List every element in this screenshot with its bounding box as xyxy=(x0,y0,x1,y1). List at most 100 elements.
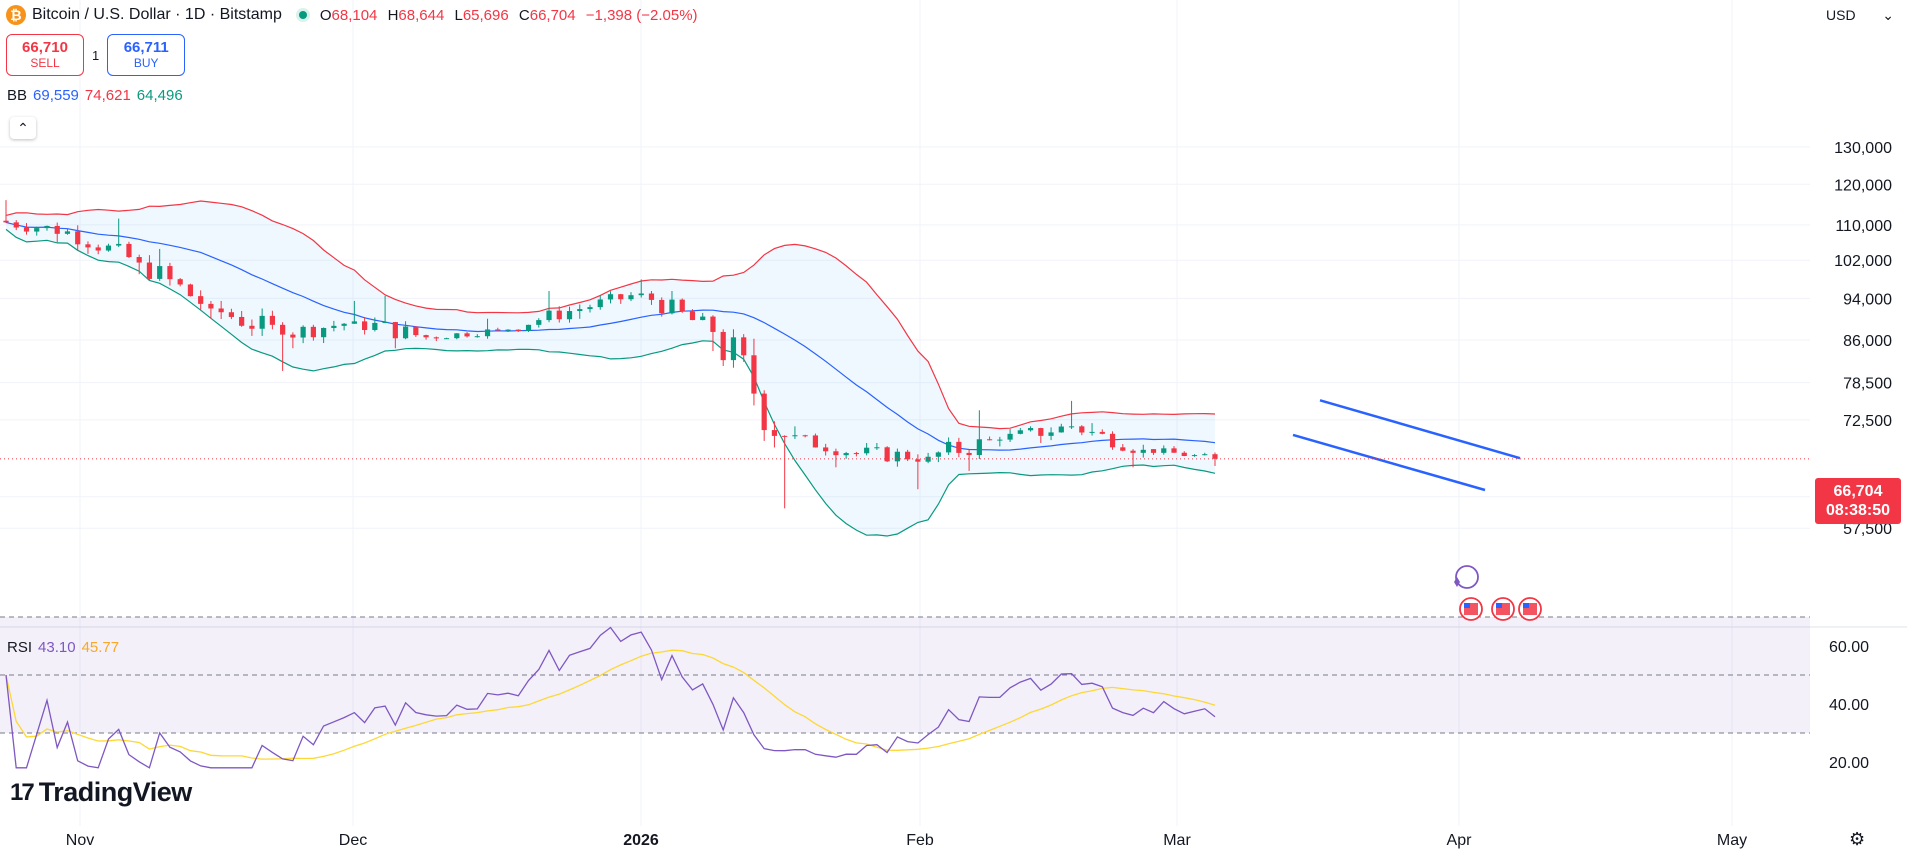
candle-body xyxy=(587,307,593,310)
candle-body xyxy=(321,327,327,338)
candle xyxy=(1027,426,1034,432)
buy-button[interactable]: 66,711 BUY xyxy=(107,34,186,76)
candle xyxy=(607,291,614,304)
candle xyxy=(1150,449,1157,455)
candle xyxy=(566,306,573,323)
candle xyxy=(300,325,306,344)
flag-canton xyxy=(1464,603,1470,608)
candle-body xyxy=(454,333,460,339)
candle xyxy=(321,327,327,344)
rsi-legend[interactable]: RSI 43.10 45.77 xyxy=(7,639,119,656)
candle-body xyxy=(751,355,757,394)
descending-channel-drawing[interactable] xyxy=(1292,399,1521,492)
candle xyxy=(648,291,655,305)
rsi-name: RSI xyxy=(7,639,33,656)
candle xyxy=(126,241,132,259)
candle-body xyxy=(618,294,624,300)
candle-body xyxy=(1048,432,1054,436)
candle-body xyxy=(679,299,685,312)
currency-selector[interactable]: USD ⌄ xyxy=(1818,2,1902,28)
candle xyxy=(433,336,439,342)
candle xyxy=(1068,400,1075,429)
candle xyxy=(198,290,204,310)
candle-body xyxy=(915,459,921,462)
candle xyxy=(966,449,972,471)
candle xyxy=(146,255,153,281)
candle xyxy=(259,308,265,336)
time-axis[interactable]: Nov Dec 2026 Feb Mar Apr May xyxy=(66,832,1747,849)
candle-body xyxy=(34,228,40,232)
candle-body xyxy=(782,435,788,437)
candle xyxy=(362,316,368,335)
candle xyxy=(1171,446,1177,453)
candle xyxy=(505,329,511,332)
candle-body xyxy=(1007,433,1013,440)
candle xyxy=(136,254,142,275)
candle xyxy=(290,332,296,349)
grid-lines xyxy=(0,0,1907,826)
time-tick-label: Nov xyxy=(66,832,94,849)
bb-name: BB xyxy=(7,87,28,104)
event-markers[interactable] xyxy=(1454,565,1542,621)
sell-price: 66,710 xyxy=(22,39,68,57)
candle xyxy=(402,321,409,340)
price-tick-label: 94,000 xyxy=(1843,291,1892,308)
rsi-pane[interactable] xyxy=(0,616,1810,769)
candle xyxy=(64,228,71,235)
candle xyxy=(1191,454,1198,457)
symbol-title[interactable]: Bitcoin / U.S. Dollar · 1D · Bitstamp xyxy=(32,6,282,23)
chevron-up-icon: ⌃ xyxy=(17,119,29,136)
candle xyxy=(884,446,890,463)
bollinger-band-lines xyxy=(5,200,1216,537)
candle xyxy=(905,449,911,462)
tradingview-wordmark: TradingView xyxy=(38,777,193,807)
gear-icon[interactable]: ⚙ xyxy=(1849,829,1866,849)
candle xyxy=(280,322,286,371)
candle xyxy=(1202,452,1208,456)
candle-body xyxy=(566,311,573,320)
candle xyxy=(443,337,450,340)
candle xyxy=(935,451,941,463)
quantity[interactable]: 1 xyxy=(92,47,100,63)
candle xyxy=(13,220,19,231)
candle-body xyxy=(607,294,614,300)
high-value: 68,644 xyxy=(398,6,445,24)
candle-body xyxy=(372,322,378,331)
candle-body xyxy=(956,441,962,453)
tradingview-logo[interactable]: 17 TradingView xyxy=(10,777,192,808)
candle-body xyxy=(884,447,890,462)
candle xyxy=(1161,445,1167,455)
candle-body xyxy=(239,316,245,326)
candle-body xyxy=(413,326,419,336)
candle xyxy=(177,278,183,287)
time-tick-label: May xyxy=(1717,832,1747,849)
bb-fill-area xyxy=(6,201,1215,536)
candle xyxy=(218,300,224,319)
candle xyxy=(946,437,952,455)
bb-upper-value: 74,621 xyxy=(84,87,131,104)
candle-body xyxy=(669,299,675,314)
candle-body xyxy=(1017,430,1023,434)
candle xyxy=(700,312,706,321)
candle xyxy=(3,200,9,223)
bollinger-band-fill xyxy=(6,201,1215,536)
candle-body xyxy=(638,293,644,296)
time-tick-label: 2026 xyxy=(623,832,659,849)
candle-body xyxy=(382,322,388,324)
candle-body xyxy=(64,231,71,234)
collapse-legend-button[interactable]: ⌃ xyxy=(10,117,36,139)
candle xyxy=(464,332,470,338)
bar-countdown: 08:38:50 xyxy=(1825,502,1891,519)
sell-button[interactable]: 66,710 SELL xyxy=(6,34,84,76)
candle xyxy=(413,326,419,337)
symbol-header: ₿ Bitcoin / U.S. Dollar · 1D · Bitstamp … xyxy=(6,2,704,28)
candle xyxy=(761,390,767,441)
bollinger-legend[interactable]: BB 69,559 74,621 64,496 xyxy=(7,87,183,104)
candle-body xyxy=(310,326,316,338)
last-price-label: 66,704 08:38:50 xyxy=(1815,478,1901,524)
candle-body xyxy=(146,262,153,279)
candle xyxy=(792,426,798,439)
candle xyxy=(536,318,542,328)
rsi-axis[interactable]: 60.00 40.00 20.00 xyxy=(1829,639,1869,772)
